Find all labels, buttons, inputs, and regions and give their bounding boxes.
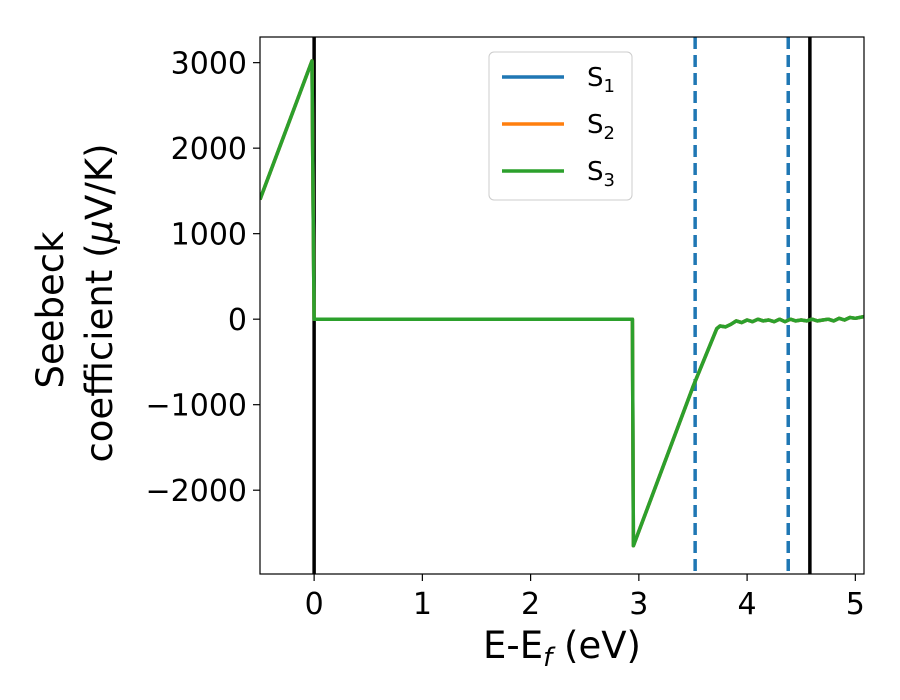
y-tick-label: 0 xyxy=(228,303,247,338)
y-tick-label: 2000 xyxy=(171,132,247,167)
y-axis-ticks: 3000 2000 1000 0 −1000 −2000 xyxy=(146,47,260,509)
legend-label-s3: S3 xyxy=(587,157,615,191)
y-tick-label: −1000 xyxy=(146,389,247,424)
y-tick-label: 1000 xyxy=(171,218,247,253)
y-tick-label: 3000 xyxy=(171,47,247,82)
y-axis-label-line1: Seebeck xyxy=(29,231,72,389)
y-axis-label-line2: coefficient (μV/K) xyxy=(78,143,121,462)
series-lines xyxy=(260,59,864,548)
y-axis-label: Seebeck coefficient (μV/K) xyxy=(29,143,121,462)
x-tick-label: 3 xyxy=(629,587,648,622)
plot-frame xyxy=(259,36,865,575)
legend-label-s2: S2 xyxy=(587,110,615,144)
legend-box xyxy=(488,51,633,201)
x-tick-label: 5 xyxy=(846,587,865,622)
x-axis-ticks: 0 1 2 3 4 5 xyxy=(305,574,865,622)
x-tick-label: 0 xyxy=(305,587,324,622)
x-axis-label: E-Ef (eV) xyxy=(483,624,641,673)
y-tick-label: −2000 xyxy=(146,474,247,509)
x-tick-label: 4 xyxy=(738,587,757,622)
legend: S1 S2 S3 xyxy=(488,51,633,201)
x-tick-label: 1 xyxy=(413,587,432,622)
series-line-s3 xyxy=(260,59,864,548)
x-tick-label: 2 xyxy=(521,587,540,622)
legend-label-s1: S1 xyxy=(587,63,615,97)
